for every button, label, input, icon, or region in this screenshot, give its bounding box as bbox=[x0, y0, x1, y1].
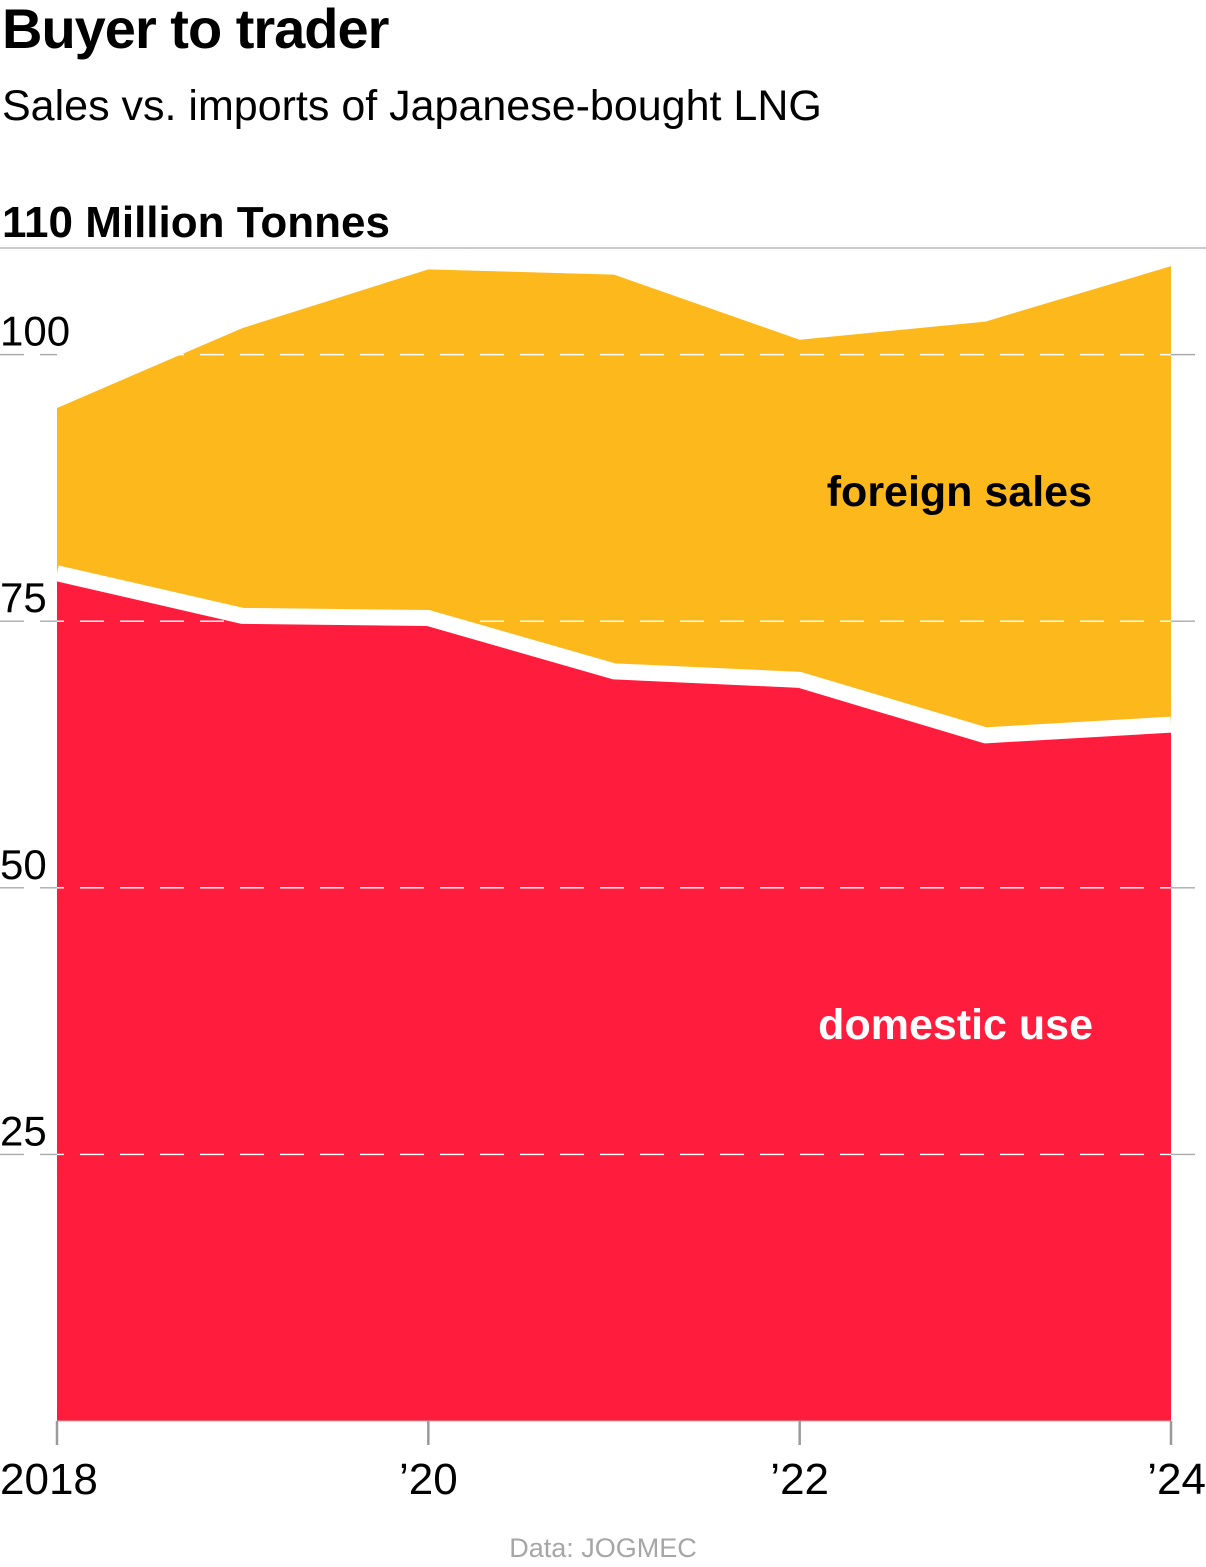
gridline-layer bbox=[0, 247, 1206, 1156]
y-tick-label: 50 bbox=[0, 841, 47, 888]
x-tick-label: ’22 bbox=[770, 1455, 829, 1504]
x-tick-label: ’24 bbox=[1147, 1455, 1206, 1504]
series-label-foreign-sales: foreign sales bbox=[827, 468, 1092, 516]
y-axis-unit-label: 110 Million Tonnes bbox=[2, 198, 390, 247]
stacked-area-chart: 25 50 75 100 2018 ’20 ’22 ’24 foreign sales do… bbox=[0, 247, 1206, 1504]
chart-title: Buyer to trader bbox=[2, 0, 389, 60]
x-tick-label: 2018 bbox=[0, 1455, 98, 1504]
y-tick-label: 75 bbox=[0, 574, 47, 621]
series-label-domestic-use: domestic use bbox=[818, 1001, 1093, 1049]
data-source-note: Data: JOGMEC bbox=[509, 1533, 697, 1563]
series-separator-line bbox=[55, 565, 1172, 744]
area-layer bbox=[55, 266, 1172, 1421]
x-axis: 2018 ’20 ’22 ’24 bbox=[0, 1420, 1206, 1504]
area-domestic-use bbox=[57, 573, 1171, 1421]
y-tick-label: 100 bbox=[0, 308, 70, 355]
y-tick-label: 25 bbox=[0, 1107, 47, 1154]
area-foreign-sales bbox=[57, 266, 1171, 736]
y-tick-layer: 25 50 75 100 bbox=[0, 308, 70, 1155]
x-tick-label: ’20 bbox=[399, 1455, 458, 1504]
chart-subtitle: Sales vs. imports of Japanese-bought LNG bbox=[2, 82, 822, 130]
